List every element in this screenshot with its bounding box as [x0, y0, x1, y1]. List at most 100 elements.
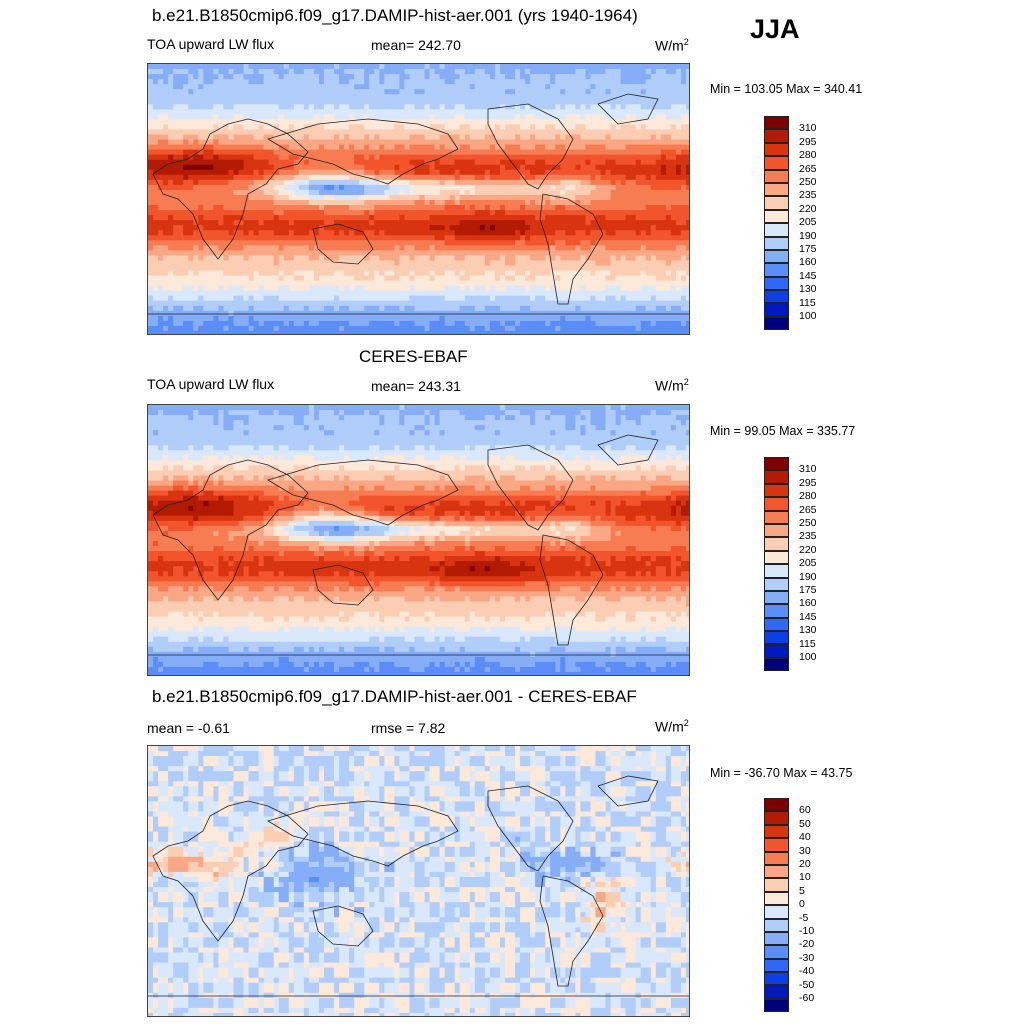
colorbar-tick-label: -30: [799, 951, 815, 964]
colorbar-tick-label: -40: [799, 965, 815, 978]
colorbar-tick-label: 220: [799, 543, 817, 556]
colorbar-swatch: [764, 497, 789, 511]
panel-3-rmse: rmse = 7.82: [371, 720, 446, 736]
panel-3-unit: W/m2: [655, 718, 689, 735]
colorbar-swatch: [764, 905, 789, 919]
colorbar-tick-label: 10: [799, 871, 811, 884]
panel-1-mean: mean= 242.70: [371, 37, 461, 53]
colorbar-swatch: [764, 483, 789, 498]
colorbar-tick-label: 5: [799, 884, 805, 897]
colorbar-swatch: [764, 945, 789, 959]
panel-1-colorbar: [764, 116, 789, 331]
panel-2-variable: TOA upward LW flux: [147, 376, 275, 392]
colorbar-tick-label: -60: [799, 992, 815, 1004]
panel-1-title: b.e21.B1850cmip6.f09_g17.DAMIP-hist-aer.…: [152, 6, 638, 25]
colorbar-tick-label: 205: [799, 216, 817, 229]
colorbar-swatch: [764, 798, 789, 812]
colorbar-swatch: [764, 550, 789, 565]
colorbar-tick-label: 115: [799, 637, 816, 650]
season-label: JJA: [750, 14, 800, 44]
colorbar-tick-label: 40: [799, 831, 811, 844]
colorbar-tick-label: 280: [799, 490, 817, 503]
colorbar-swatch: [764, 209, 789, 224]
colorbar-swatch: [764, 617, 789, 632]
colorbar-swatch: [764, 156, 789, 170]
panel-2-map: [147, 404, 690, 676]
colorbar-tick-label: 250: [799, 176, 817, 188]
colorbar-swatch: [764, 972, 789, 986]
panel-2-unit: W/m2: [655, 377, 689, 394]
colorbar-swatch: [764, 590, 789, 605]
colorbar-tick-label: 175: [799, 243, 817, 255]
colorbar-tick-label: 30: [799, 844, 811, 857]
panel-3-colorbar: [764, 798, 789, 1013]
colorbar-tick-label: 220: [799, 202, 817, 215]
colorbar-tick-label: 100: [799, 310, 817, 322]
panel-2-colorbar: [764, 457, 789, 672]
colorbar-tick-label: -20: [799, 938, 815, 951]
colorbar-swatch: [764, 891, 789, 906]
colorbar-tick-label: 160: [799, 256, 817, 269]
colorbar-swatch: [764, 838, 789, 852]
colorbar-swatch: [764, 564, 789, 578]
colorbar-tick-label: 310: [799, 463, 817, 476]
panel-2-minmax: Min = 99.05 Max = 335.77: [710, 424, 856, 438]
colorbar-tick-label: 250: [799, 517, 817, 529]
colorbar-swatch: [764, 931, 789, 946]
colorbar-swatch: [764, 510, 789, 524]
colorbar-tick-label: 60: [799, 804, 811, 817]
colorbar-tick-label: 190: [799, 229, 817, 242]
colorbar-tick-label: 265: [799, 503, 817, 516]
colorbar-swatch: [764, 864, 789, 879]
colorbar-swatch: [764, 196, 789, 210]
panel-3-mean: mean = -0.61: [147, 720, 230, 736]
colorbar-swatch: [764, 142, 789, 157]
colorbar-tick-label: 20: [799, 858, 811, 870]
colorbar-tick-label: 145: [799, 269, 817, 282]
colorbar-swatch: [764, 290, 789, 304]
colorbar-swatch: [764, 657, 789, 672]
colorbar-swatch: [764, 985, 789, 999]
colorbar-tick-label: 130: [799, 624, 817, 637]
colorbar-swatch: [764, 276, 789, 291]
colorbar-tick-label: 50: [799, 817, 811, 830]
colorbar-tick-label: -50: [799, 978, 815, 991]
colorbar-swatch: [764, 303, 789, 317]
colorbar-tick-label: 100: [799, 651, 817, 663]
colorbar-swatch: [764, 631, 789, 645]
panel-1-minmax: Min = 103.05 Max = 340.41: [710, 82, 863, 96]
colorbar-tick-label: 295: [799, 476, 817, 489]
colorbar-tick-label: 295: [799, 135, 817, 148]
colorbar-tick-label: 235: [799, 189, 817, 202]
colorbar-tick-label: -10: [799, 925, 815, 937]
colorbar-swatch: [764, 577, 789, 591]
colorbar-swatch: [764, 263, 789, 277]
panel-2-mean: mean= 243.31: [371, 378, 461, 394]
colorbar-tick-label: 160: [799, 597, 817, 610]
colorbar-swatch: [764, 918, 789, 932]
colorbar-tick-label: 130: [799, 283, 817, 296]
colorbar-swatch: [764, 470, 789, 484]
panel-2-title: CERES-EBAF: [359, 347, 468, 366]
colorbar-swatch: [764, 958, 789, 973]
colorbar-swatch: [764, 116, 789, 130]
panel-1-unit: W/m2: [655, 37, 689, 54]
colorbar-swatch: [764, 644, 789, 658]
colorbar-tick-label: 190: [799, 570, 817, 583]
colorbar-tick-label: 205: [799, 557, 817, 570]
colorbar-tick-label: 235: [799, 530, 817, 543]
colorbar-swatch: [764, 824, 789, 839]
colorbar-swatch: [764, 223, 789, 237]
panel-3-title: b.e21.B1850cmip6.f09_g17.DAMIP-hist-aer.…: [152, 687, 637, 706]
colorbar-swatch: [764, 249, 789, 264]
colorbar-swatch: [764, 998, 789, 1013]
panel-1-map: [147, 63, 690, 335]
colorbar-swatch: [764, 457, 789, 471]
colorbar-swatch: [764, 236, 789, 250]
colorbar-tick-label: 265: [799, 162, 817, 175]
colorbar-tick-label: -5: [799, 911, 809, 924]
colorbar-swatch: [764, 316, 789, 331]
colorbar-swatch: [764, 182, 789, 197]
colorbar-swatch: [764, 537, 789, 551]
panel-3-minmax: Min = -36.70 Max = 43.75: [710, 766, 853, 780]
